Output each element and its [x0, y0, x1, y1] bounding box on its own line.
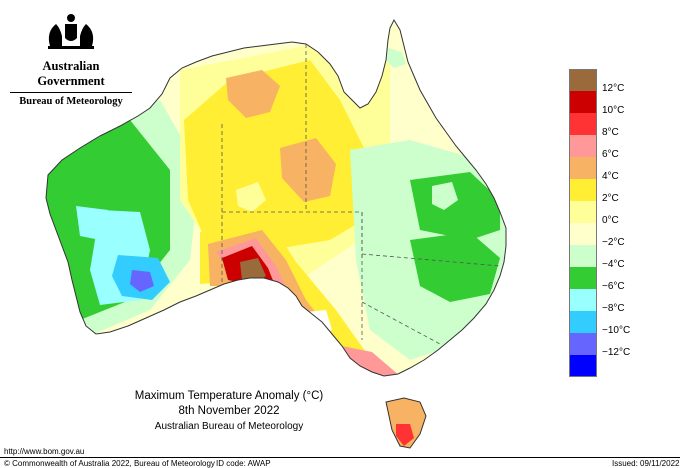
legend-swatch: [569, 113, 597, 135]
legend-entry: 2°C: [569, 179, 659, 204]
state-borders: [221, 44, 501, 345]
legend-entry: −6°C: [569, 267, 659, 292]
legend-entry: 8°C: [569, 113, 659, 138]
map-title: Maximum Temperature Anomaly (°C): [134, 390, 324, 402]
legend-label: −6°C: [602, 281, 625, 292]
legend-swatch: [569, 201, 597, 223]
legend-swatch: [569, 223, 597, 245]
legend-swatch: [569, 267, 597, 289]
legend-label: 12°C: [602, 83, 625, 94]
source-url[interactable]: http://www.bom.gov.au: [4, 447, 85, 456]
footer-divider: [0, 457, 680, 458]
legend-swatch: [569, 135, 597, 157]
logo-divider: [10, 92, 132, 93]
coat-of-arms-icon: [48, 14, 94, 49]
legend-swatch: [569, 333, 597, 355]
legend-swatch: [569, 311, 597, 333]
legend-label: 6°C: [602, 149, 619, 160]
government-name: Australian Government: [37, 59, 105, 88]
issued-date: Issued: 09/11/2022: [612, 459, 680, 468]
legend-swatch: [569, 157, 597, 179]
legend-swatch: [569, 355, 597, 377]
legend-entry: −12°C: [569, 333, 659, 358]
tasmania: [385, 397, 427, 449]
id-code: ID code: AWAP: [216, 459, 271, 468]
legend-entry: 12°C: [569, 69, 659, 94]
legend-entry: −4°C: [569, 245, 659, 270]
legend-swatch: [569, 289, 597, 311]
legend-label: −8°C: [602, 303, 625, 314]
color-legend: 12°C 10°C 8°C 6°C 4°C 2°C 0°C −2°C −4°C −6°C −8°C −…: [569, 69, 659, 377]
government-logo: Australian Government Bureau of Meteorol…: [8, 10, 134, 107]
legend-label: 4°C: [602, 171, 619, 182]
legend-label: 10°C: [602, 105, 625, 116]
legend-entry: −8°C: [569, 289, 659, 314]
legend-swatch: [569, 91, 597, 113]
legend-entry: 4°C: [569, 157, 659, 182]
legend-label: 8°C: [602, 127, 619, 138]
legend-label: −2°C: [602, 237, 625, 248]
copyright-text: © Commonwealth of Australia 2022, Bureau…: [4, 459, 215, 468]
legend-entry: 0°C: [569, 201, 659, 226]
legend-entry: [569, 355, 659, 377]
map-caption: Maximum Temperature Anomaly (°C) 8th Nov…: [110, 389, 348, 433]
legend-entry: 10°C: [569, 91, 659, 116]
legend-label: −4°C: [602, 259, 625, 270]
legend-swatch: [569, 69, 597, 91]
legend-swatch: [569, 245, 597, 267]
bureau-name: Bureau of Meteorology: [19, 96, 123, 107]
legend-entry: 6°C: [569, 135, 659, 160]
map-date: 8th November 2022: [178, 405, 280, 417]
legend-label: 2°C: [602, 193, 619, 204]
map-source: Australian Bureau of Meteorology: [154, 421, 304, 432]
legend-label: 0°C: [602, 215, 619, 226]
legend-label: −12°C: [602, 347, 631, 358]
legend-label: −10°C: [602, 325, 631, 336]
legend-entry: −2°C: [569, 223, 659, 248]
legend-entry: −10°C: [569, 311, 659, 336]
coastline: [45, 18, 507, 377]
legend-swatch: [569, 179, 597, 201]
